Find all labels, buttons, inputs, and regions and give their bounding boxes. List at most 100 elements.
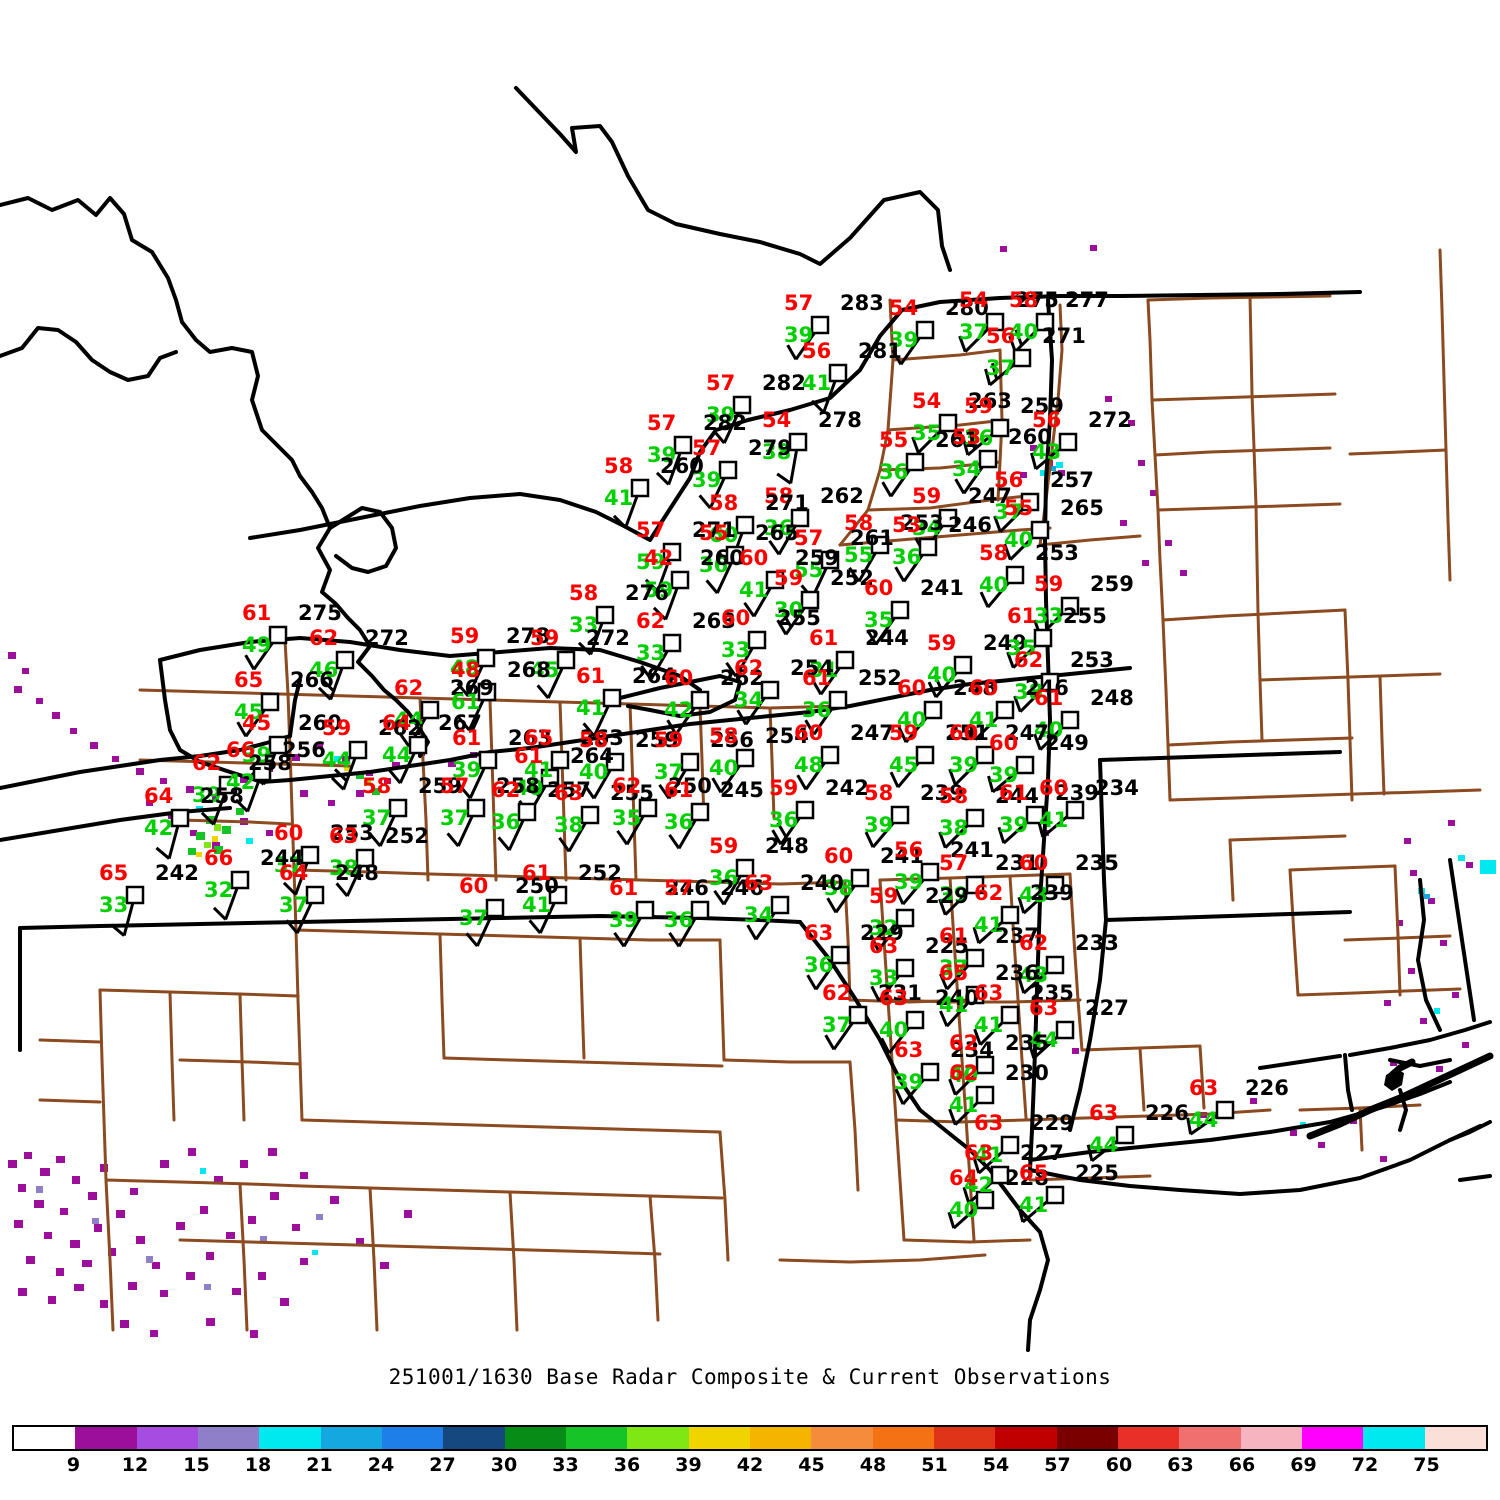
wind-barb-flag <box>939 973 949 990</box>
station-temperature: 42 <box>644 546 674 570</box>
station-temperature: 62 <box>1014 648 1044 672</box>
colorbar-swatch <box>320 1427 382 1449</box>
wind-barb-flag <box>1006 651 1015 669</box>
station-symbol <box>1020 492 1040 512</box>
colorbar-swatch <box>14 1427 76 1449</box>
station-dewpoint: 39 <box>894 1070 924 1094</box>
station-temperature: 54 <box>959 288 989 312</box>
station-temperature: 65 <box>234 668 264 692</box>
station-pressure: 258 <box>200 784 244 808</box>
station-symbol <box>1060 710 1080 730</box>
station-symbol <box>602 688 622 708</box>
station-symbol <box>630 478 650 498</box>
station-symbol <box>978 449 998 469</box>
wind-barb-flag <box>933 674 944 691</box>
station-symbol <box>690 900 710 920</box>
station-dewpoint: 33 <box>1034 604 1064 628</box>
station-pressure: 246 <box>665 876 709 900</box>
station-pressure: 231 <box>878 981 922 1005</box>
station-temperature: 59 <box>927 631 957 655</box>
station-pressure: 230 <box>1005 1061 1049 1085</box>
station-pressure: 235 <box>1005 1031 1049 1055</box>
station-dewpoint: 37 <box>279 893 309 917</box>
station-dewpoint: 36 <box>664 810 694 834</box>
wind-barb-flag <box>948 1108 957 1126</box>
wind-barb-flag <box>1086 1144 1094 1162</box>
wind-barb-flag <box>968 432 977 450</box>
map-canvas[interactable]: 57 39 283 54 39 280 54 37 275 58 40 277 56 37 271 56 41 2… <box>0 0 1500 1360</box>
station-temperature: 60 <box>969 676 999 700</box>
station-temperature: 60 <box>949 721 979 745</box>
station-temperature: 53 <box>892 513 922 537</box>
station-temperature: 60 <box>664 666 694 690</box>
station-pressure: 263 <box>508 726 552 750</box>
station-symbol <box>1215 1100 1235 1120</box>
station-pressure: 271 <box>1042 324 1086 348</box>
station-dewpoint: 40 <box>709 756 739 780</box>
station-dewpoint: 41 <box>524 758 554 782</box>
station-pressure: 239 <box>920 781 964 805</box>
station-symbol <box>918 537 938 557</box>
wind-barb-flag <box>968 723 977 741</box>
wind-barb-flag <box>335 882 349 898</box>
station-pressure: 263 <box>968 389 1012 413</box>
wind-barb-flag <box>712 429 726 445</box>
station-pressure: 278 <box>506 624 550 648</box>
station-symbol <box>975 745 995 765</box>
island-shapes <box>1384 1069 1404 1091</box>
station-dewpoint: 40 <box>949 1063 979 1087</box>
wind-barb-flag <box>398 731 411 748</box>
station-symbol <box>732 395 752 415</box>
station-pressure: 252 <box>830 566 874 590</box>
station-temperature: 54 <box>889 296 919 320</box>
wind-barb-flag <box>212 906 227 921</box>
wind-barb-flag <box>806 974 818 991</box>
station-symbol <box>975 1085 995 1105</box>
station-symbol <box>920 862 940 882</box>
station-temperature: 62 <box>949 1031 979 1055</box>
station-symbol <box>920 1062 940 1082</box>
station-pressure: 264 <box>570 744 614 768</box>
station-pressure: 280 <box>945 296 989 320</box>
station-temperature: 64 <box>949 1166 979 1190</box>
station-dewpoint: 41 <box>802 371 832 395</box>
colorbar-swatch <box>1424 1427 1486 1449</box>
wind-barb-flag <box>997 826 1006 844</box>
station-pressure: 244 <box>995 784 1039 808</box>
station-observation-layer: 57 39 283 54 39 280 54 37 275 58 40 277 56 37 271 56 41 2… <box>99 288 1289 1222</box>
station-symbol <box>953 655 973 675</box>
station-temperature: 56 <box>994 468 1024 492</box>
station-symbol <box>990 418 1010 438</box>
station-pressure: 249 <box>1045 731 1089 755</box>
wind-barb-flag <box>979 591 990 608</box>
station-pressure: 240 <box>935 986 979 1010</box>
station-dewpoint: 39 <box>609 908 639 932</box>
station-dewpoint: 40 <box>879 1018 909 1042</box>
wind-barb-flag <box>1033 733 1042 751</box>
station-temperature: 55 <box>1004 496 1034 520</box>
station-symbol <box>965 948 985 968</box>
station-dewpoint: 49 <box>242 633 272 657</box>
station-symbol <box>965 985 985 1005</box>
station-pressure: 228 <box>1005 1166 1049 1190</box>
station-dewpoint: 36 <box>664 908 694 932</box>
station-pressure: 260 <box>298 711 342 735</box>
colorbar-swatch <box>1179 1427 1241 1449</box>
station-pressure: 233 <box>1075 931 1119 955</box>
wind-barb-flag <box>236 721 248 738</box>
station-dewpoint: 38 <box>824 876 854 900</box>
station-temperature: 56 <box>986 324 1016 348</box>
colorbar-tick: 30 <box>490 1454 518 1476</box>
colorbar-swatch <box>259 1427 321 1449</box>
station-temperature: 63 <box>894 1038 924 1062</box>
station-symbol <box>985 312 1005 332</box>
station-pressure: 251 <box>945 721 989 745</box>
station-pressure: 259 <box>795 546 839 570</box>
station-pressure: 252 <box>578 861 622 885</box>
station-dewpoint: 34 <box>744 903 774 927</box>
station-symbol <box>125 885 145 905</box>
station-temperature: 61 <box>242 601 272 625</box>
station-dewpoint: 40 <box>949 1198 979 1222</box>
station-dewpoint: 43 <box>1019 963 1049 987</box>
station-temperature: 54 <box>912 389 942 413</box>
